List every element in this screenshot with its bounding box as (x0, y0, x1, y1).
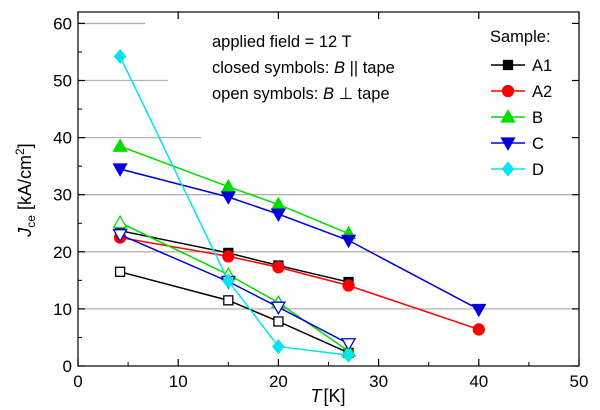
data-point-a1-open (273, 316, 284, 327)
y-tick-label: 20 (53, 243, 72, 262)
data-point-d-closed (113, 49, 127, 65)
legend-marker-a1 (502, 59, 514, 71)
data-point-a1-open (223, 295, 234, 306)
y-tick-label: 50 (53, 72, 72, 91)
y-tick-label: 40 (53, 129, 72, 148)
annotation-open-symbols: open symbols: B ⊥ tape (212, 85, 390, 103)
series-line-b-open (119, 222, 349, 352)
axes: 0 10 20 30 40 50 0 10 20 30 40 50 60 (53, 12, 588, 391)
series-line-d-closed (119, 56, 349, 356)
x-axis-title: T [K] (310, 386, 345, 406)
series-d (113, 49, 355, 363)
legend-marker-b (500, 109, 516, 123)
legend-label-a1: A1 (532, 57, 552, 75)
data-point-b-closed (220, 178, 236, 193)
data-point-a2-closed (342, 279, 355, 292)
y-tick-label: 0 (63, 357, 72, 376)
data-point-c-closed (340, 234, 357, 249)
data-point-a2-closed (222, 250, 235, 263)
data-point-d-closed (342, 347, 355, 363)
y-tick-label: 30 (53, 186, 72, 205)
data-point-c-open (112, 229, 128, 243)
data-point-d-closed (221, 273, 235, 289)
legend-marker-c (500, 137, 516, 151)
x-tick-label: 30 (369, 372, 388, 391)
annotation-field: applied field = 12 T (212, 33, 352, 51)
series-line-c-open (119, 233, 349, 345)
x-tick-label: 50 (570, 372, 589, 391)
data-point-c-open (340, 338, 357, 352)
data-point-c-open (270, 301, 287, 316)
data-point-d-closed (272, 339, 285, 355)
legend-label-a2: A2 (532, 83, 552, 101)
series-c (112, 163, 487, 352)
annotation-block: applied field = 12 T closed symbols: B |… (212, 33, 395, 103)
series-line-b-closed (119, 145, 349, 235)
data-point-b-closed (112, 138, 128, 152)
legend-entry-b: B (491, 109, 543, 127)
x-tick-label: 20 (269, 372, 288, 391)
y-axis-title: Jce [kA/cm2] (13, 143, 38, 237)
series-line-a1-open (119, 271, 349, 354)
data-point-a2-closed (472, 323, 485, 336)
legend-label-d: D (532, 161, 544, 179)
data-point-a1-open (114, 266, 126, 277)
legend-title: Sample: (490, 28, 551, 46)
x-tick-label: 0 (73, 372, 82, 391)
data-point-a2-closed (272, 261, 285, 274)
data-point-c-closed (112, 163, 128, 177)
annotation-closed-symbols: closed symbols: B || tape (212, 59, 395, 77)
legend-label-b: B (532, 109, 543, 127)
legend-marker-a2 (501, 84, 515, 98)
series-line-a1-closed (119, 229, 349, 283)
series-a1 (114, 225, 354, 359)
legend-label-c: C (532, 135, 544, 153)
y-tick-label: 10 (53, 300, 72, 319)
data-point-b-closed (270, 196, 287, 211)
data-point-c-closed (471, 303, 487, 318)
legend-entry-a2: A2 (491, 83, 552, 101)
series-a2 (113, 231, 485, 336)
legend-entry-a1: A1 (491, 57, 552, 75)
legend: Sample: A1 A2 BCD (490, 28, 552, 179)
y-tick-label: 60 (53, 14, 72, 33)
data-point-b-open (112, 214, 128, 229)
x-tick-label: 10 (169, 372, 188, 391)
data-series (112, 49, 487, 363)
legend-entry-d: D (491, 161, 544, 179)
series-line-c-closed (119, 168, 480, 311)
data-point-c-closed (270, 208, 287, 222)
data-point-c-closed (220, 191, 236, 205)
legend-entry-c: C (491, 135, 544, 153)
legend-marker-d (501, 161, 515, 177)
x-tick-label: 40 (469, 372, 488, 391)
